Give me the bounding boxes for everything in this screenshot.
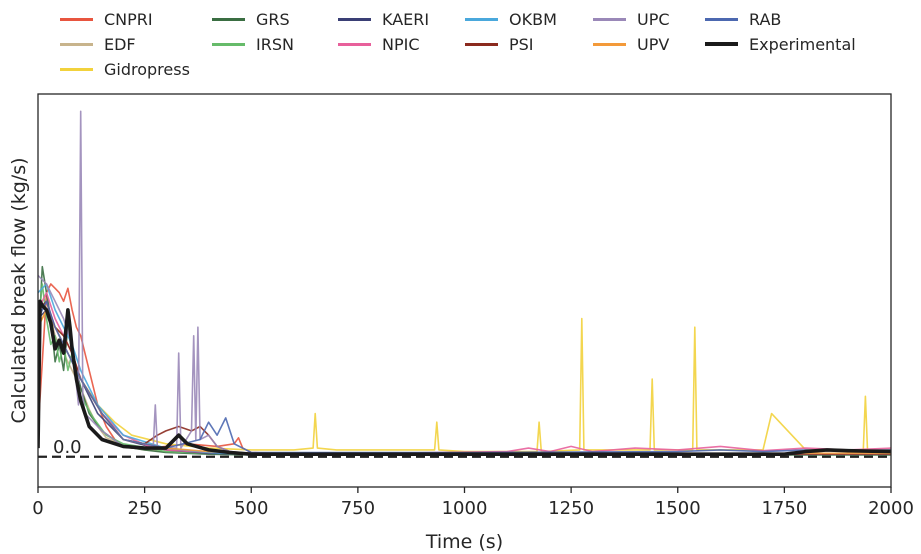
legend-label: UPV — [637, 34, 670, 54]
x-tick-label: 500 — [234, 498, 268, 519]
legend-swatch — [60, 42, 93, 46]
legend-swatch — [60, 67, 93, 71]
series-line-okbm — [38, 283, 891, 456]
x-axis-ticks: 0 250 500 750 1000 1250 1500 1750 2000 — [32, 487, 914, 519]
x-tick-label: 0 — [32, 498, 43, 519]
legend-swatch — [338, 17, 371, 21]
legend-swatch — [212, 17, 245, 21]
series-layer — [38, 110, 891, 457]
y-axis-label: Calculated break flow (kg/s) — [8, 157, 30, 423]
x-tick-label: 1500 — [655, 498, 701, 519]
legend-label: RAB — [749, 9, 782, 29]
zero-annotation: 0.0 — [53, 437, 82, 458]
series-line-upc — [38, 110, 891, 455]
legend-swatch — [465, 42, 498, 46]
legend-item-upv: UPV — [593, 33, 669, 55]
series-line-experimental — [38, 299, 891, 457]
x-tick-label: 1250 — [548, 498, 594, 519]
legend-swatch — [593, 17, 626, 21]
series-line-rab — [38, 300, 891, 454]
legend-swatch — [465, 17, 498, 21]
x-axis-label: Time (s) — [425, 531, 503, 553]
legend-swatch — [705, 17, 738, 21]
x-tick-label: 1750 — [761, 498, 807, 519]
legend-label: KAERI — [382, 9, 430, 29]
legend-label: OKBM — [509, 9, 557, 29]
legend-item-npic: NPIC — [338, 33, 420, 55]
legend-label: UPC — [637, 9, 670, 29]
legend-swatch — [60, 17, 93, 21]
x-tick-label: 250 — [127, 498, 161, 519]
legend-item-grs: GRS — [212, 8, 290, 30]
legend-item-edf: EDF — [60, 33, 136, 55]
legend-item-okbm: OKBM — [465, 8, 557, 30]
legend-label: GRS — [256, 9, 290, 29]
legend-item-cnpri: CNPRI — [60, 8, 153, 30]
legend-label: EDF — [104, 34, 136, 54]
legend-label: NPIC — [382, 34, 420, 54]
x-tick-label: 750 — [341, 498, 375, 519]
legend-item-irsn: IRSN — [212, 33, 294, 55]
legend-item-kaeri: KAERI — [338, 8, 429, 30]
legend-swatch — [212, 42, 245, 46]
legend-swatch — [705, 42, 738, 46]
x-tick-label: 2000 — [868, 498, 914, 519]
x-tick-label: 1000 — [442, 498, 488, 519]
legend-item-upc: UPC — [593, 8, 670, 30]
legend-label: Experimental — [749, 34, 856, 54]
legend-item-gidropress: Gidropress — [60, 58, 190, 80]
legend-label: Gidropress — [104, 59, 190, 79]
legend-item-rab: RAB — [705, 8, 781, 30]
legend-item-experimental: Experimental — [705, 33, 856, 55]
legend-label: PSI — [509, 34, 534, 54]
legend-item-psi: PSI — [465, 33, 534, 55]
legend-label: CNPRI — [104, 9, 153, 29]
legend-swatch — [593, 42, 626, 46]
legend-label: IRSN — [256, 34, 294, 54]
legend-swatch — [338, 42, 371, 46]
